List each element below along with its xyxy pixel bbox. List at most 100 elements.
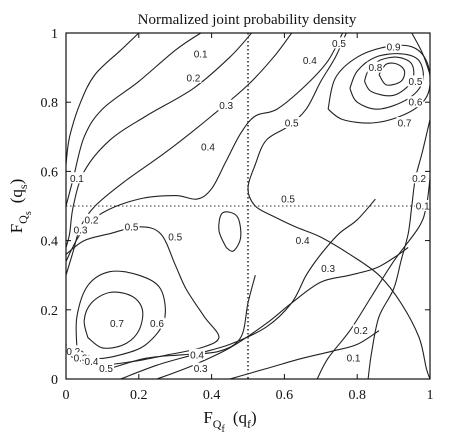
contour-label: 0.1: [70, 174, 84, 185]
contour-label: 0.5: [168, 233, 182, 244]
contour-label: 0.3: [194, 364, 208, 375]
contour-label: 0.1: [347, 354, 361, 365]
contour-label: 0.6: [150, 319, 164, 330]
x-tick-label: 0.2: [130, 388, 148, 403]
y-tick-label: 0: [51, 373, 58, 388]
y-axis-label: FQs(qs): [7, 179, 34, 234]
contour-label-bg: [411, 172, 428, 184]
contour-label-bg: [283, 116, 300, 128]
y-tick-label: 0.4: [41, 235, 59, 250]
contour-line-05-16: [218, 211, 242, 252]
y-tick-label: 0.2: [41, 304, 59, 319]
contour-label-bg: [108, 317, 125, 329]
contour-label-bg: [367, 61, 384, 73]
contour-label: 0.5: [285, 118, 299, 129]
contour-labels: 0.10.20.30.40.50.50.40.50.40.30.20.10.10…: [65, 37, 431, 375]
contour-line-07-15: [83, 291, 144, 349]
contour-label: 0.1: [194, 49, 208, 60]
y-tick-label: 0.6: [41, 165, 59, 180]
contour-label: 0.5: [99, 364, 113, 375]
contour-label-bg: [294, 234, 311, 246]
contour-label: 0.5: [125, 222, 139, 233]
contour-label: 0.3: [321, 264, 335, 275]
contour-line-06-14: [75, 270, 166, 360]
contour-label-bg: [407, 96, 424, 108]
contour-label-bg: [68, 172, 85, 184]
contour-label-bg: [83, 213, 100, 225]
x-tick-label: 0.4: [203, 388, 221, 403]
y-label-main: F: [7, 224, 26, 233]
contour-label-bg: [345, 352, 362, 364]
contour-label-bg: [218, 99, 235, 111]
x-axis-ticks: 0 0.2 0.4 0.6 0.8 1: [63, 33, 434, 403]
contour-label-bg: [396, 116, 413, 128]
x-axis-label: FQf(qf): [203, 408, 256, 435]
contour-label-bg: [331, 37, 347, 49]
y-label-close: ): [7, 179, 26, 185]
reference-lines: [66, 33, 430, 379]
contour-label: 0.4: [85, 357, 99, 368]
contour-label-bg: [167, 231, 184, 243]
plot-frame: [65, 32, 431, 380]
chart-title: Normalized joint probability density: [138, 12, 357, 28]
x-tick-label: 0.8: [348, 388, 366, 403]
contour-line-04-3: [66, 33, 293, 276]
contour-line-07-18: [349, 53, 424, 110]
contour-label-bg: [192, 47, 209, 59]
contour-label: 0.4: [201, 143, 215, 154]
contour-line-09-20: [378, 62, 406, 86]
contour-label-bg: [280, 193, 297, 205]
contour-label: 0.3: [219, 101, 233, 112]
contour-line-05-4: [66, 33, 344, 262]
contour-label-bg: [123, 220, 140, 232]
y-label-argsub: s: [16, 184, 30, 189]
contour-line-05-13: [66, 226, 220, 366]
x-label-main: F: [203, 408, 212, 427]
contour-label-bg: [189, 348, 206, 360]
contour-label: 0.5: [408, 77, 422, 88]
contour-label: 0.2: [412, 174, 426, 185]
y-tick-label: 1: [51, 27, 58, 42]
contour-label: 0.2: [186, 73, 200, 84]
contour-label: 0.2: [85, 215, 99, 226]
contour-label-bg: [414, 200, 431, 211]
contour-label: 0.7: [110, 319, 124, 330]
contour-line-02-7: [367, 119, 430, 379]
contour-label-bg: [192, 362, 209, 374]
contour-label: 0.8: [368, 63, 382, 74]
contour-line-04-5: [247, 33, 430, 379]
contour-label: 0.6: [408, 98, 422, 109]
x-label-close: ): [251, 408, 257, 427]
contour-label: 0.2: [354, 326, 368, 337]
contour-line-01-0: [66, 33, 140, 165]
contour-label: 0.5: [332, 39, 346, 50]
contour-label: 0.9: [387, 42, 401, 53]
x-tick-label: 0: [63, 388, 70, 403]
contour-line-02-1: [66, 33, 202, 207]
contour-label-bg: [407, 75, 424, 87]
contour-label-bg: [185, 71, 202, 83]
contour-label-bg: [385, 40, 402, 52]
y-label-sub: Q: [16, 215, 30, 224]
contour-label-bg: [199, 141, 216, 153]
contour-label-bg: [83, 355, 100, 367]
contour-label: 0.4: [296, 236, 310, 247]
x-tick-label: 0.6: [276, 388, 294, 403]
x-label-sub: Q: [213, 417, 222, 431]
contour-label-bg: [72, 352, 89, 364]
contour-label: 0.4: [303, 56, 317, 67]
contour-label-bg: [320, 262, 337, 274]
y-label-arg: (q: [7, 189, 26, 204]
y-axis-ticks: 0 0.2 0.4 0.6 0.8 1: [41, 27, 430, 388]
contour-label-bg: [149, 317, 165, 329]
contour-label-bg: [65, 345, 82, 357]
contour-line-04-12: [109, 275, 256, 370]
contour-label-bg: [301, 54, 318, 66]
contour-line-03-6: [411, 33, 430, 75]
contour-label-bg: [72, 224, 89, 236]
contour-label-bg: [98, 362, 115, 374]
contour-line-01-10: [229, 330, 380, 379]
contour-label-bg: [352, 324, 369, 336]
contour-label: 0.3: [74, 226, 88, 237]
contour-label: 0.4: [190, 350, 204, 361]
